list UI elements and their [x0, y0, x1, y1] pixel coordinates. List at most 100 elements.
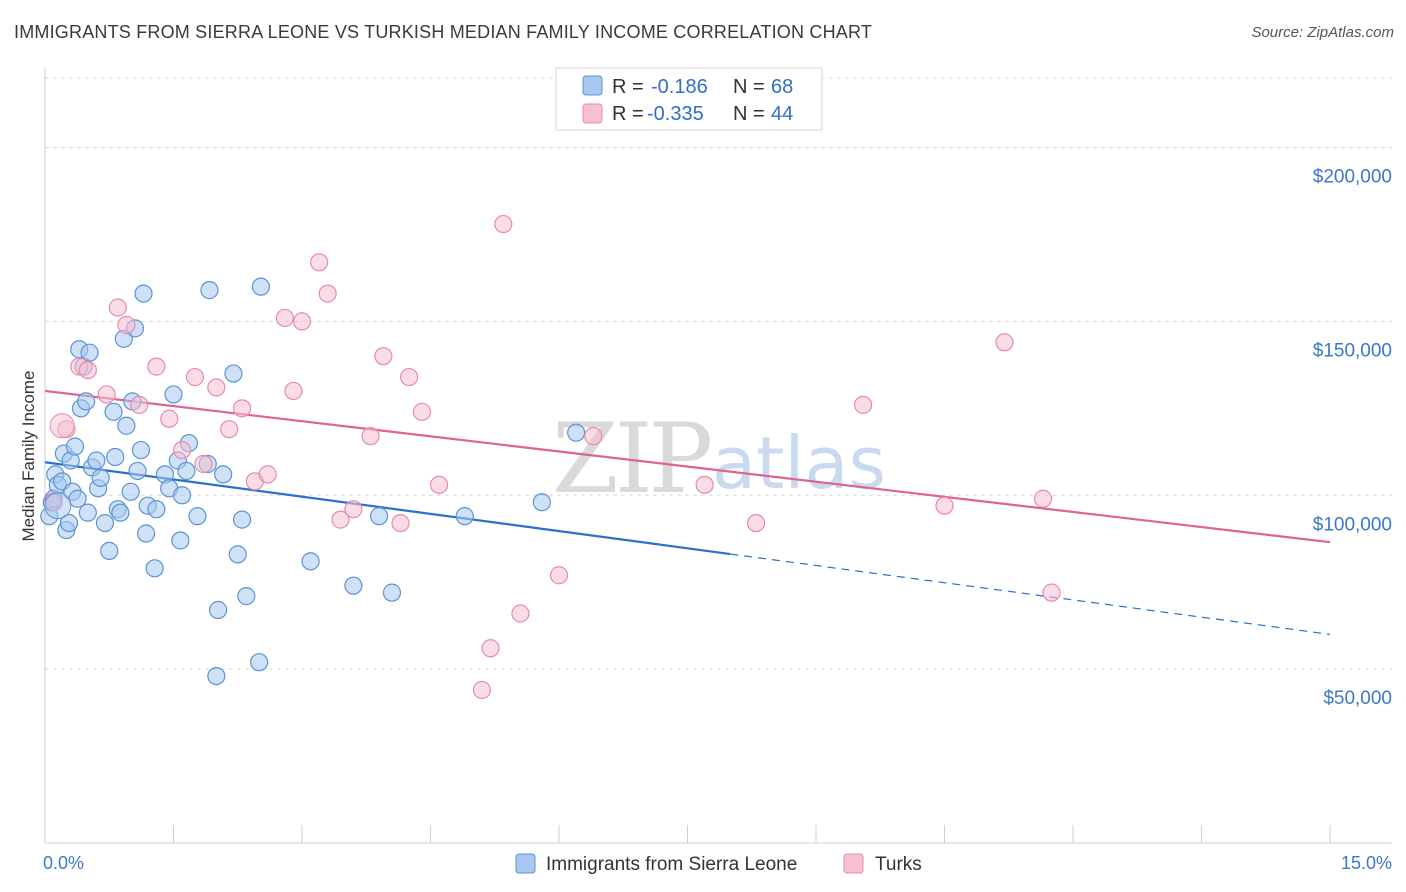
data-point	[224, 364, 243, 383]
data-point	[121, 482, 140, 501]
data-point	[147, 500, 166, 519]
data-point	[185, 367, 205, 387]
data-point	[331, 510, 350, 529]
watermark-zip: ZIP	[552, 403, 711, 515]
data-point	[481, 639, 500, 658]
data-point	[935, 496, 954, 515]
data-point	[284, 381, 303, 401]
data-point	[412, 402, 432, 421]
data-point	[177, 461, 196, 481]
legend-swatch-pink	[843, 853, 864, 874]
legend-swatch-pink	[582, 103, 603, 124]
data-point	[171, 531, 190, 550]
data-point	[318, 284, 337, 303]
data-point	[292, 312, 312, 331]
data-point	[391, 513, 410, 533]
legend-n-label: N =	[733, 76, 765, 98]
data-point	[214, 465, 233, 484]
data-point	[208, 600, 228, 620]
data-point	[251, 277, 270, 296]
data-point	[131, 440, 151, 460]
data-point	[1033, 489, 1053, 508]
grid-lines	[45, 77, 1392, 670]
data-point	[145, 559, 164, 578]
data-point	[44, 492, 72, 520]
data-point	[117, 416, 136, 435]
data-point	[111, 503, 130, 522]
data-point	[370, 507, 389, 526]
data-point	[49, 413, 75, 439]
data-point	[1042, 583, 1061, 602]
data-point	[188, 507, 207, 526]
legend-series-label: Immigrants from Sierra Leone	[546, 854, 797, 875]
data-point	[275, 308, 294, 328]
legend-n-label: N =	[733, 103, 765, 125]
data-point	[250, 653, 269, 672]
y-tick-label: $150,000	[1313, 340, 1392, 361]
data-point	[494, 214, 513, 234]
data-point	[147, 357, 166, 376]
data-point	[746, 513, 766, 533]
y-tick-label: $100,000	[1313, 514, 1392, 535]
data-point	[59, 513, 79, 533]
data-point	[134, 284, 153, 303]
axes	[44, 68, 1392, 844]
series-legend: Immigrants from Sierra Leone Turks	[515, 853, 922, 875]
y-tick-label: $200,000	[1313, 167, 1392, 188]
data-point	[854, 395, 873, 414]
data-point	[220, 420, 239, 439]
data-point	[695, 475, 714, 494]
data-point	[172, 486, 192, 505]
data-point	[194, 454, 213, 474]
legend-swatch-blue	[515, 853, 536, 874]
data-point	[117, 315, 136, 334]
data-point	[344, 576, 363, 595]
legend-swatch-blue	[582, 75, 603, 96]
watermark: ZIP atlas	[552, 403, 886, 515]
data-point	[567, 423, 586, 442]
legend-r-label: R =	[612, 103, 644, 125]
data-point	[78, 503, 97, 522]
data-points	[40, 214, 1061, 700]
y-tick-labels: $50,000 $100,000 $150,000 $200,000	[1313, 167, 1392, 710]
chart-title: IMMIGRANTS FROM SIERRA LEONE VS TURKISH …	[14, 22, 873, 42]
legend-n-value: 68	[771, 76, 793, 98]
data-point	[511, 604, 530, 623]
data-point	[310, 253, 329, 272]
data-point	[258, 465, 277, 484]
data-point	[344, 500, 363, 519]
legend-n-value: 44	[771, 103, 793, 125]
data-point	[455, 507, 474, 526]
trend-line-extension-blue	[730, 553, 1331, 635]
x-tick-label: 0.0%	[43, 853, 84, 873]
data-point	[232, 510, 252, 529]
x-tick-label: 15.0%	[1341, 853, 1392, 873]
data-point	[136, 524, 156, 543]
data-point	[108, 298, 127, 317]
data-point	[382, 583, 402, 602]
data-point	[361, 427, 380, 446]
data-point	[472, 680, 491, 700]
watermark-atlas: atlas	[712, 421, 886, 505]
data-point	[106, 447, 125, 467]
data-point	[172, 440, 192, 460]
legend-r-value: -0.335	[647, 103, 704, 125]
data-point	[91, 468, 110, 487]
data-point	[549, 566, 569, 585]
data-point	[207, 666, 226, 686]
correlation-legend: R = -0.186 N = 68 R = -0.335 N = 44	[555, 67, 823, 131]
data-point	[232, 399, 252, 418]
data-point	[95, 513, 115, 533]
legend-r-label: R =	[612, 76, 644, 98]
y-axis-title: Median Family Income	[19, 370, 38, 541]
data-point	[228, 545, 247, 564]
data-point	[160, 409, 179, 428]
data-point	[128, 461, 147, 481]
x-tick-labels: 0.0% 15.0%	[43, 853, 1392, 873]
data-point	[237, 587, 256, 606]
legend-r-value: -0.186	[651, 76, 708, 98]
source-label: Source: ZipAtlas.com	[1251, 24, 1394, 41]
data-point	[429, 475, 449, 494]
data-point	[87, 451, 106, 470]
data-point	[100, 541, 119, 561]
